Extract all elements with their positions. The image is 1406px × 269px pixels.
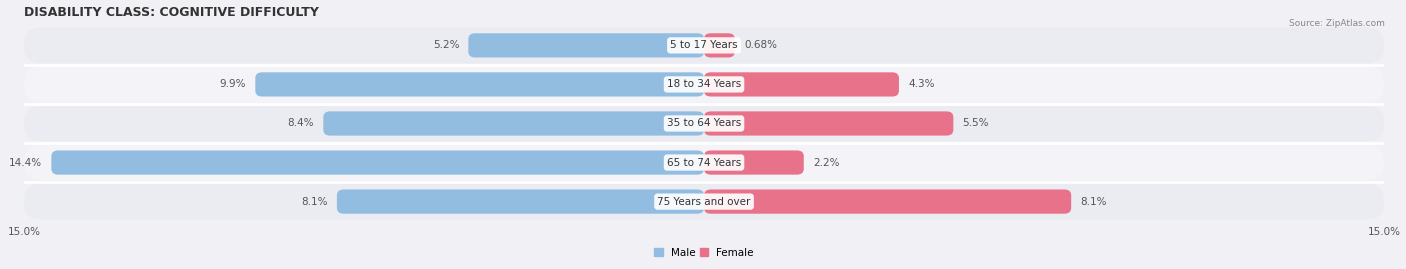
Text: 8.4%: 8.4% bbox=[288, 118, 314, 129]
FancyBboxPatch shape bbox=[704, 111, 953, 136]
Text: 8.1%: 8.1% bbox=[301, 197, 328, 207]
Text: 4.3%: 4.3% bbox=[908, 79, 935, 89]
FancyBboxPatch shape bbox=[52, 150, 704, 175]
Text: 5 to 17 Years: 5 to 17 Years bbox=[671, 40, 738, 50]
Text: 65 to 74 Years: 65 to 74 Years bbox=[666, 158, 741, 168]
Text: DISABILITY CLASS: COGNITIVE DIFFICULTY: DISABILITY CLASS: COGNITIVE DIFFICULTY bbox=[24, 6, 319, 19]
FancyBboxPatch shape bbox=[704, 150, 804, 175]
Text: Source: ZipAtlas.com: Source: ZipAtlas.com bbox=[1289, 19, 1385, 28]
Text: 5.5%: 5.5% bbox=[963, 118, 988, 129]
Text: 5.2%: 5.2% bbox=[433, 40, 460, 50]
FancyBboxPatch shape bbox=[704, 72, 898, 97]
FancyBboxPatch shape bbox=[24, 27, 1384, 63]
FancyBboxPatch shape bbox=[24, 105, 1384, 141]
FancyBboxPatch shape bbox=[323, 111, 704, 136]
Text: 14.4%: 14.4% bbox=[10, 158, 42, 168]
FancyBboxPatch shape bbox=[24, 144, 1384, 180]
FancyBboxPatch shape bbox=[24, 66, 1384, 102]
FancyBboxPatch shape bbox=[468, 33, 704, 58]
Text: 18 to 34 Years: 18 to 34 Years bbox=[666, 79, 741, 89]
FancyBboxPatch shape bbox=[256, 72, 704, 97]
FancyBboxPatch shape bbox=[337, 189, 704, 214]
Text: 0.68%: 0.68% bbox=[744, 40, 778, 50]
Text: 35 to 64 Years: 35 to 64 Years bbox=[666, 118, 741, 129]
Text: 9.9%: 9.9% bbox=[219, 79, 246, 89]
Text: 8.1%: 8.1% bbox=[1080, 197, 1107, 207]
Legend: Male, Female: Male, Female bbox=[650, 243, 758, 262]
FancyBboxPatch shape bbox=[704, 33, 735, 58]
Text: 2.2%: 2.2% bbox=[813, 158, 839, 168]
Text: 75 Years and over: 75 Years and over bbox=[658, 197, 751, 207]
FancyBboxPatch shape bbox=[24, 184, 1384, 220]
FancyBboxPatch shape bbox=[704, 189, 1071, 214]
